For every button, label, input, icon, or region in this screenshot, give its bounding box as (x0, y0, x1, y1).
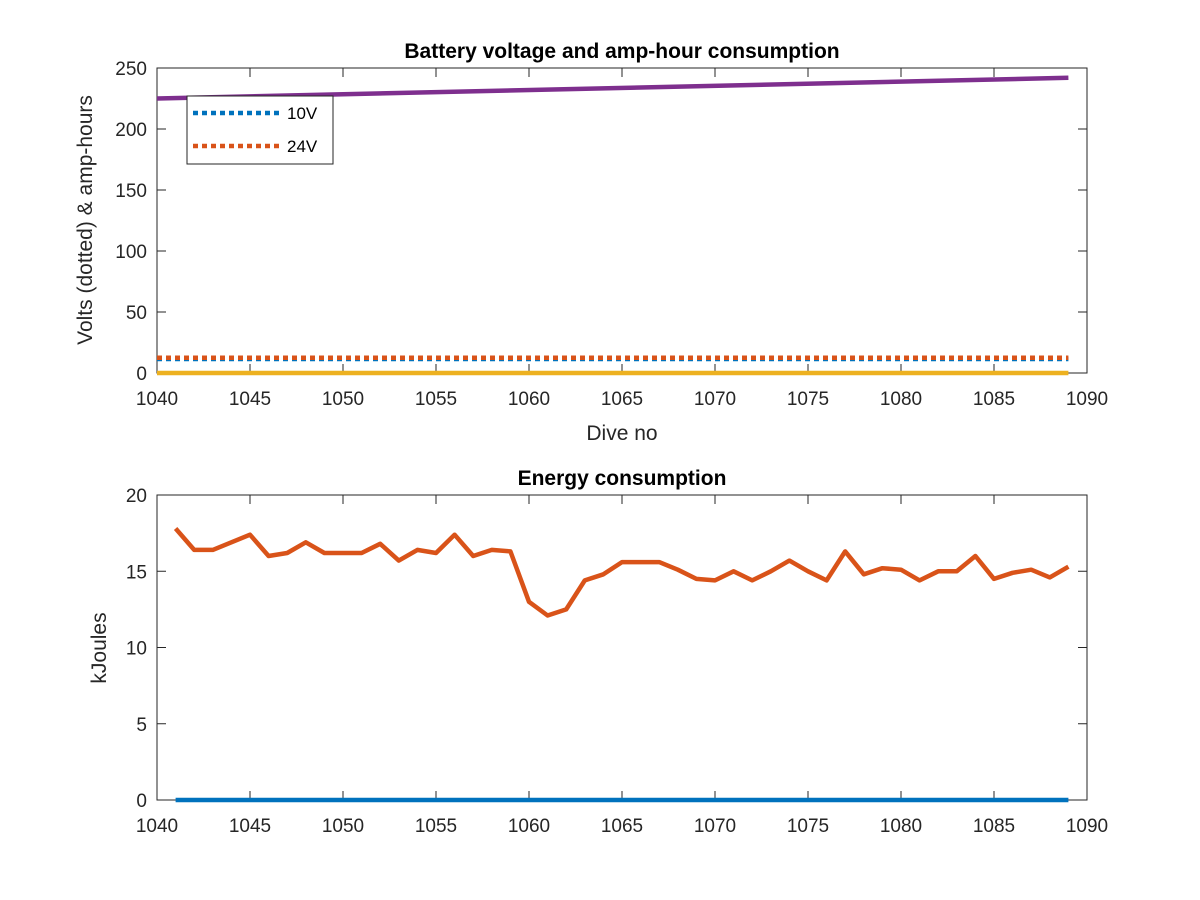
bottom-x-tick-label: 1065 (601, 816, 643, 837)
top-x-tick-label: 1070 (694, 389, 736, 410)
bottom-axis-ticks: 1040 1045 1050 1055 1060 1065 1070 1075 1080 1085… (126, 486, 1108, 837)
top-x-tick-label: 1080 (880, 389, 922, 410)
top-x-tick-label: 1085 (973, 389, 1015, 410)
bottom-y-tick-label: 15 (126, 562, 147, 583)
bottom-x-tick-label: 1085 (973, 816, 1015, 837)
top-y-tick-label: 50 (126, 303, 147, 324)
top-x-tick-label: 1045 (229, 389, 271, 410)
bottom-x-tick-label: 1090 (1066, 816, 1108, 837)
legend-box (186, 95, 334, 165)
top-x-tick-label: 1050 (322, 389, 364, 410)
top-x-tick-label: 1090 (1066, 389, 1108, 410)
bottom-x-tick-label: 1050 (322, 816, 364, 837)
top-series-line-3 (156, 75, 1069, 101)
legend-label-10v: 10V (287, 104, 318, 123)
bottom-x-tick-label: 1075 (787, 816, 829, 837)
bottom-x-tick-label: 1045 (229, 816, 271, 837)
bottom-x-tick-label: 1055 (415, 816, 457, 837)
top-y-tick-label: 150 (115, 181, 147, 202)
bottom-x-tick-label: 1080 (880, 816, 922, 837)
top-x-tick-label: 1075 (787, 389, 829, 410)
top-y-tick-label: 0 (136, 364, 147, 385)
legend: 10V 24V (186, 95, 334, 165)
bottom-x-tick-label: 1060 (508, 816, 550, 837)
top-y-tick-label: 200 (115, 120, 147, 141)
top-axes: Battery voltage and amp-hour consumption… (74, 40, 1108, 445)
top-x-tick-label: 1065 (601, 389, 643, 410)
bottom-y-tick-label: 0 (136, 791, 147, 812)
top-x-axis-label: Dive no (586, 422, 657, 445)
top-y-tick-label: 100 (115, 242, 147, 263)
bottom-y-tick-label: 20 (126, 486, 147, 507)
top-x-tick-label: 1060 (508, 389, 550, 410)
top-x-tick-label: 1040 (136, 389, 178, 410)
top-y-tick-label: 250 (115, 59, 147, 80)
bottom-y-tick-label: 5 (136, 715, 147, 736)
legend-label-24v: 24V (287, 137, 318, 156)
bottom-chart-title: Energy consumption (518, 467, 727, 490)
bottom-y-axis-label: kJoules (88, 612, 111, 683)
bottom-x-tick-label: 1070 (694, 816, 736, 837)
top-axis-ticks: 1040 1045 1050 1055 1060 1065 1070 1075 1080 1085… (115, 59, 1108, 410)
bottom-series-group (173, 527, 1070, 803)
bottom-y-tick-label: 10 (126, 639, 147, 660)
bottom-x-tick-label: 1040 (136, 816, 178, 837)
bottom-series-line-0 (173, 527, 1070, 618)
top-series-group (156, 75, 1069, 376)
bottom-axes: Energy consumption kJoules 1040 1045 1050 1… (88, 467, 1108, 837)
bottom-plot-area (156, 494, 1088, 801)
top-x-tick-label: 1055 (415, 389, 457, 410)
top-chart-title: Battery voltage and amp-hour consumption (404, 40, 839, 63)
top-y-axis-label: Volts (dotted) & amp-hours (74, 95, 97, 345)
